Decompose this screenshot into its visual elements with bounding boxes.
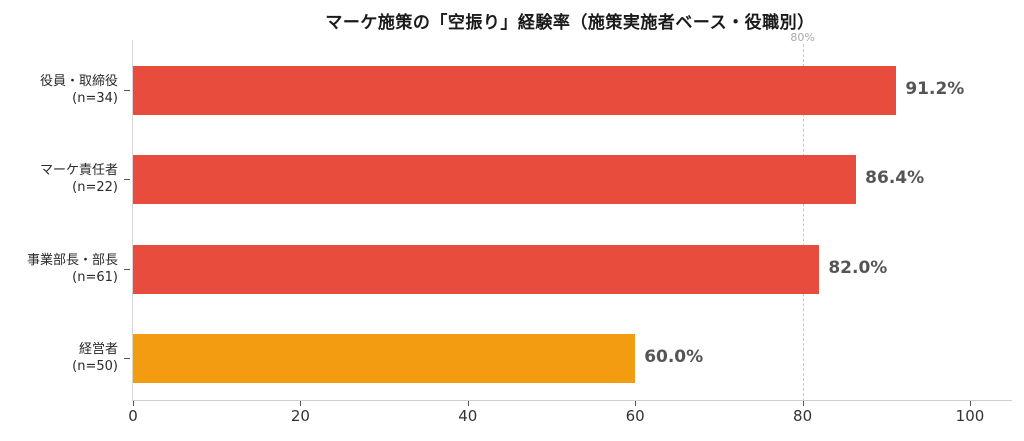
category-tick [124, 179, 130, 180]
reference-line-80 [802, 44, 804, 401]
bar [133, 245, 820, 294]
x-tick-label: 40 [458, 407, 478, 425]
category-sample-size: (n=50) [72, 359, 118, 374]
category-name: マーケ責任者 [39, 163, 118, 178]
category-name: 事業部長・部長 [26, 253, 118, 268]
reference-line-label: 80% [790, 31, 815, 44]
x-tick [802, 401, 804, 406]
bar [133, 155, 857, 204]
x-axis-line [132, 400, 1012, 401]
bar-value-label: 86.4% [865, 168, 925, 188]
x-tick-label: 100 [955, 407, 985, 425]
x-tick [300, 401, 302, 406]
category-name: 役員・取締役 [39, 74, 118, 89]
category-tick [124, 90, 130, 91]
x-tick-label: 60 [625, 407, 645, 425]
x-tick [635, 401, 637, 406]
category-tick [124, 358, 130, 359]
x-tick-label: 80 [793, 407, 813, 425]
category-sample-size: (n=34) [72, 91, 118, 106]
category-label: 役員・取締役 (n=34) [0, 73, 118, 107]
bar-value-label: 60.0% [644, 347, 704, 367]
y-axis-line [132, 40, 133, 401]
x-tick-label: 20 [290, 407, 310, 425]
category-tick [124, 269, 130, 270]
category-sample-size: (n=61) [72, 270, 118, 285]
x-tick [467, 401, 469, 406]
x-tick [133, 401, 134, 406]
x-tick-label: 0 [128, 407, 138, 425]
category-label: 事業部長・部長 (n=61) [0, 252, 118, 286]
bar-value-label: 91.2% [905, 79, 965, 99]
x-tick [970, 401, 971, 406]
category-label: マーケ責任者 (n=22) [0, 162, 118, 196]
category-sample-size: (n=22) [72, 180, 118, 195]
bar [133, 334, 636, 383]
category-label: 経営者 (n=50) [0, 341, 118, 375]
bar-value-label: 82.0% [828, 258, 888, 278]
chart-title: マーケ施策の「空振り」経験率（施策実施者ベース・役職別） [325, 13, 815, 33]
bar [133, 66, 897, 115]
category-name: 経営者 [78, 342, 118, 357]
